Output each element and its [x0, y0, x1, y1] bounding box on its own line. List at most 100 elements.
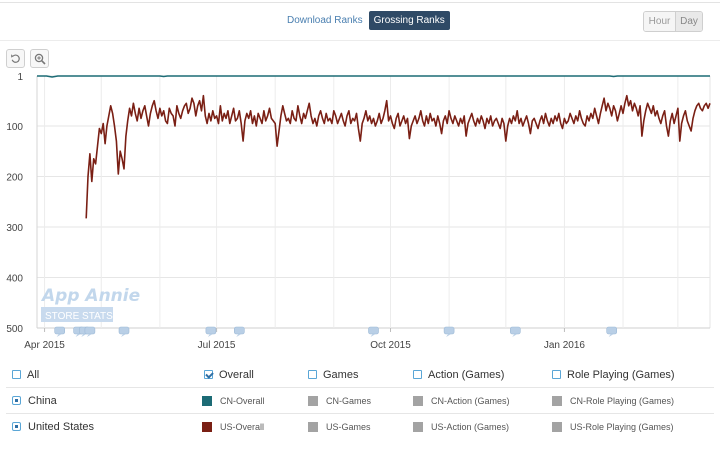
legend-row-china: China CN-Overall CN-Games CN-Action (Gam…	[6, 388, 714, 414]
comment-tail	[121, 334, 126, 337]
zoom-button[interactable]	[30, 49, 49, 68]
top-divider	[0, 2, 720, 3]
y-tick-label: 400	[6, 273, 23, 284]
role-playing-checkbox[interactable]	[552, 370, 561, 379]
comment-tail	[512, 334, 518, 337]
annotation-marker[interactable]	[606, 326, 618, 337]
x-tick-label: Apr 2015	[24, 340, 65, 351]
series-toggle-cn-action[interactable]: CN-Action (Games)	[413, 388, 510, 413]
series-swatch	[308, 421, 318, 432]
legend-action-toggle[interactable]: Action (Games)	[413, 362, 504, 387]
series-label: US-Role Playing (Games)	[570, 421, 674, 432]
y-tick-label: 1	[17, 72, 23, 83]
series-swatch	[202, 421, 212, 432]
games-checkbox[interactable]	[308, 370, 317, 379]
legend-row-united-states: United States US-Overall US-Games US-Act…	[6, 414, 714, 440]
series-toggle-us-action[interactable]: US-Action (Games)	[413, 414, 509, 439]
comment-tail	[608, 334, 614, 337]
series-toggle-us-games[interactable]: US-Games	[308, 414, 371, 439]
comment-tail	[56, 334, 62, 337]
series-toggle-cn-role-playing[interactable]: CN-Role Playing (Games)	[552, 388, 674, 413]
comment-icon	[84, 326, 96, 335]
country-toggle-china[interactable]: China	[12, 388, 57, 413]
legend-overall-toggle[interactable]: Overall	[204, 362, 254, 387]
overall-checkbox[interactable]	[204, 370, 213, 379]
watermark: App Annie STORE STATS	[40, 286, 140, 322]
legend-role-playing-toggle[interactable]: Role Playing (Games)	[552, 362, 675, 387]
comment-icon	[118, 326, 130, 335]
x-tick-label: Jul 2015	[198, 340, 236, 351]
legend-games-toggle[interactable]: Games	[308, 362, 358, 387]
annotation-marker[interactable]	[368, 326, 379, 337]
annotation-marker[interactable]	[54, 326, 66, 337]
comment-icon	[443, 326, 455, 335]
series-swatch	[413, 421, 423, 432]
annotation-marker[interactable]	[234, 326, 245, 337]
annotation-markers	[54, 326, 618, 337]
comment-tail	[75, 334, 81, 337]
united-states-checkbox[interactable]	[12, 422, 21, 431]
series-swatch	[552, 421, 562, 432]
annotation-marker[interactable]	[509, 326, 521, 337]
comment-icon	[368, 326, 379, 335]
annotation-marker[interactable]	[443, 326, 455, 337]
series-swatch	[308, 395, 318, 406]
annotation-marker[interactable]	[205, 326, 217, 337]
x-tick-label: Jan 2016	[544, 340, 586, 351]
y-tick-label: 300	[6, 223, 23, 234]
comment-icon	[509, 326, 521, 335]
series-swatch	[552, 395, 562, 406]
comment-tail	[86, 334, 92, 337]
series-swatch	[202, 395, 212, 406]
comment-icon	[205, 326, 217, 335]
undo-icon	[11, 54, 20, 63]
annotation-marker[interactable]	[84, 326, 96, 337]
series-label: US-Overall	[220, 421, 265, 432]
action-label: Action (Games)	[428, 368, 505, 381]
y-tick-label: 200	[6, 172, 23, 183]
comment-icon	[606, 326, 618, 335]
x-axis-ticks: Apr 2015 Jul 2015 Oct 2015 Jan 2016	[24, 328, 585, 351]
rank-chart: 1 100 200 300 400 500 Apr 2015 Jul 2015 Oct 201…	[6, 72, 711, 351]
download-ranks-button[interactable]: Download Ranks	[287, 15, 363, 26]
series-line-cn-overall	[37, 75, 710, 78]
all-checkbox[interactable]	[12, 370, 21, 379]
reset-zoom-button[interactable]	[6, 49, 25, 68]
y-axis-ticks: 1 100 200 300 400 500	[6, 72, 23, 335]
country-label: China	[28, 394, 57, 407]
overall-label: Overall	[219, 368, 254, 381]
games-label: Games	[323, 368, 359, 381]
legend-all-toggle[interactable]: All	[12, 362, 39, 387]
comment-icon	[234, 326, 245, 335]
series-toggle-us-role-playing[interactable]: US-Role Playing (Games)	[552, 414, 674, 439]
day-button[interactable]: Day	[675, 12, 702, 31]
series-label: US-Action (Games)	[431, 421, 510, 432]
grossing-ranks-button[interactable]: Grossing Ranks	[368, 11, 450, 30]
hour-button[interactable]: Hour	[644, 12, 675, 31]
granularity-toggle: Hour Day	[643, 11, 703, 32]
comment-tail	[207, 334, 213, 337]
legend-header-row: All Overall Games Action (Games) Role Pl…	[6, 362, 714, 388]
series-toggle-us-overall[interactable]: US-Overall	[202, 414, 264, 439]
x-tick-label: Oct 2015	[370, 340, 411, 351]
y-tick-label: 500	[6, 324, 23, 335]
watermark-tagline: STORE STATS	[45, 311, 113, 322]
china-checkbox[interactable]	[12, 396, 21, 405]
country-toggle-united-states[interactable]: United States	[12, 414, 94, 439]
rank-type-toggle: Download Ranks Grossing Ranks	[283, 11, 450, 30]
series-toggle-cn-overall[interactable]: CN-Overall	[202, 388, 265, 413]
all-label: All	[27, 368, 40, 381]
zoom-in-icon	[34, 53, 46, 65]
series-line-us-overall	[85, 94, 711, 219]
comment-tail	[236, 334, 242, 337]
series-toggle-cn-games[interactable]: CN-Games	[308, 388, 371, 413]
series-label: CN-Games	[326, 395, 372, 406]
comment-tail	[81, 334, 87, 337]
toolbar-divider	[0, 40, 720, 41]
series-label: CN-Overall	[220, 395, 265, 406]
action-checkbox[interactable]	[413, 370, 422, 379]
comment-icon	[54, 326, 66, 335]
annotation-marker[interactable]	[118, 326, 130, 337]
comment-tail	[446, 334, 452, 337]
chart-series	[37, 75, 711, 219]
